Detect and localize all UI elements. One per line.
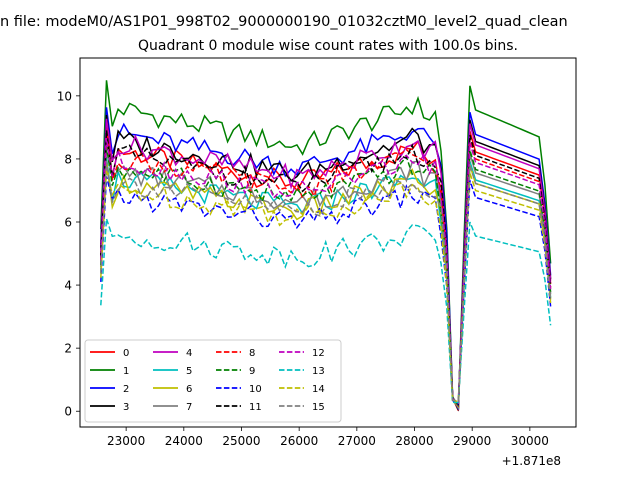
series-line-3 [100, 114, 552, 412]
legend-label-6: 6 [186, 384, 192, 395]
series-line-15 [100, 160, 552, 403]
series-line-2 [100, 107, 552, 410]
y-tick-label: 0 [64, 405, 72, 419]
y-tick-label: 10 [57, 89, 72, 103]
legend-label-2: 2 [123, 384, 129, 395]
y-tick-label: 2 [64, 342, 72, 356]
x-tick-label: 26000 [280, 434, 318, 448]
legend-label-3: 3 [123, 402, 129, 413]
series-line-8 [100, 134, 552, 408]
legend-label-15: 15 [312, 402, 325, 413]
legend-label-7: 7 [186, 402, 192, 413]
x-tick-label: 24000 [165, 434, 203, 448]
series-line-1 [100, 80, 552, 411]
series-line-10 [100, 176, 552, 406]
legend-label-9: 9 [249, 366, 255, 377]
legend-label-1: 1 [123, 366, 129, 377]
x-tick-label: 25000 [222, 434, 260, 448]
y-tick-label: 4 [64, 279, 72, 293]
x-tick-label: 28000 [395, 434, 433, 448]
x-offset-text: +1.871e8 [502, 454, 561, 468]
legend-label-4: 4 [186, 348, 192, 359]
x-tick-label: 23000 [107, 434, 145, 448]
series-line-4 [100, 118, 552, 411]
x-tick-label: 30000 [511, 434, 549, 448]
y-tick-label: 6 [64, 216, 72, 230]
legend-label-14: 14 [312, 384, 325, 395]
series-layer [100, 80, 552, 412]
legend-label-12: 12 [312, 348, 325, 359]
chart-title: Quadrant 0 module wise count rates with … [138, 38, 518, 54]
legend-label-5: 5 [186, 366, 192, 377]
legend-label-10: 10 [249, 384, 262, 395]
series-line-7 [100, 149, 552, 409]
series-line-12 [100, 137, 552, 405]
legend-label-11: 11 [249, 402, 262, 413]
x-tick-label: 29000 [453, 434, 491, 448]
legend-label-13: 13 [312, 366, 325, 377]
legend-box [84, 339, 342, 423]
x-tick-label: 27000 [338, 434, 376, 448]
axes-frame [79, 57, 577, 428]
suptitle: n file: modeM0/AS1P01_998T02_9000000190_… [0, 14, 568, 30]
y-tick-label: 8 [64, 152, 72, 166]
x-axis: 23000 24000 25000 26000 27000 28000 29000 30000 [107, 427, 549, 448]
series-line-14 [100, 168, 552, 403]
legend-label-0: 0 [123, 348, 129, 359]
series-line-13 [100, 218, 552, 404]
y-axis: 0 2 4 6 8 10 [57, 89, 80, 419]
legend-label-8: 8 [249, 348, 255, 359]
series-line-11 [100, 130, 552, 406]
